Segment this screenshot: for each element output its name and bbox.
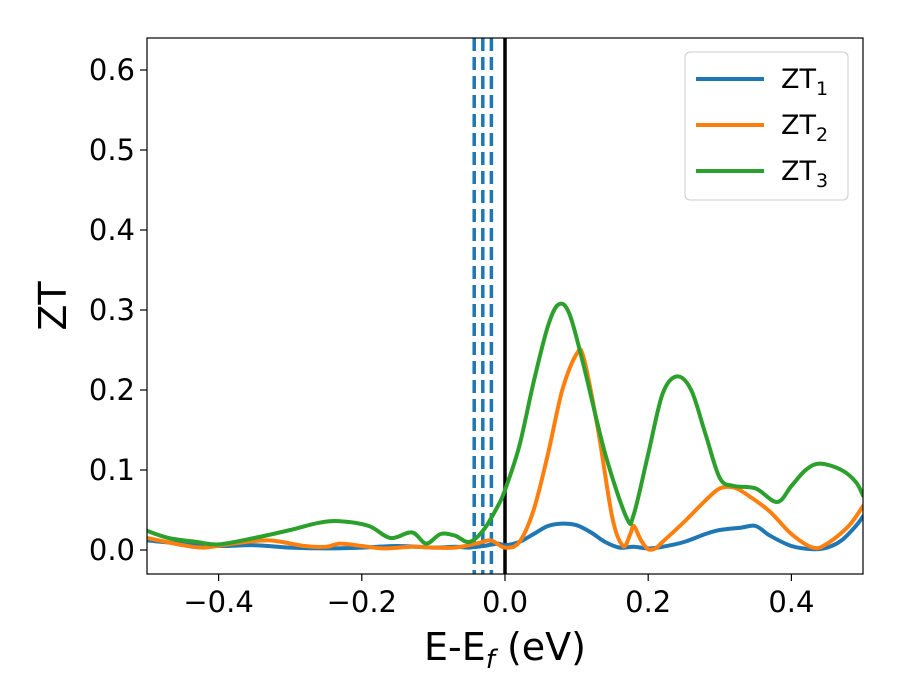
y-tick-label: 0.6	[89, 53, 135, 87]
y-tick-label: 0.3	[89, 293, 135, 327]
legend-entry-zt2: ZT2	[696, 110, 828, 146]
y-tick-label: 0.0	[89, 533, 135, 567]
y-axis-label: ZT	[31, 281, 75, 331]
legend-entry-zt3: ZT3	[696, 156, 828, 192]
x-tick-label: 0.2	[625, 585, 671, 619]
legend-label-zt2: ZT2	[781, 110, 828, 146]
y-tick-label: 0.1	[89, 453, 135, 487]
legend: ZT1 ZT2 ZT3	[684, 51, 849, 201]
series-line-zt3	[147, 301, 863, 547]
reference-lines	[472, 38, 507, 574]
x-axis: −0.4 −0.2 0.0 0.2 0.4	[183, 574, 814, 619]
y-tick-label: 0.5	[89, 133, 135, 167]
legend-label-zt1: ZT1	[781, 64, 828, 100]
x-tick-label: 0.0	[482, 585, 528, 619]
series-lines	[147, 301, 863, 552]
legend-entry-zt1: ZT1	[696, 64, 828, 100]
y-tick-label: 0.4	[89, 213, 135, 247]
y-tick-label: 0.2	[89, 373, 135, 407]
x-tick-label: 0.4	[768, 585, 814, 619]
x-axis-label: E-Ef (eV)	[424, 625, 586, 675]
x-tick-label: −0.2	[327, 585, 397, 619]
x-tick-label: −0.4	[183, 585, 253, 619]
legend-label-zt3: ZT3	[781, 156, 828, 192]
legend-box	[684, 51, 849, 201]
y-axis: 0.0 0.1 0.2 0.3 0.4 0.5 0.6	[89, 53, 147, 567]
